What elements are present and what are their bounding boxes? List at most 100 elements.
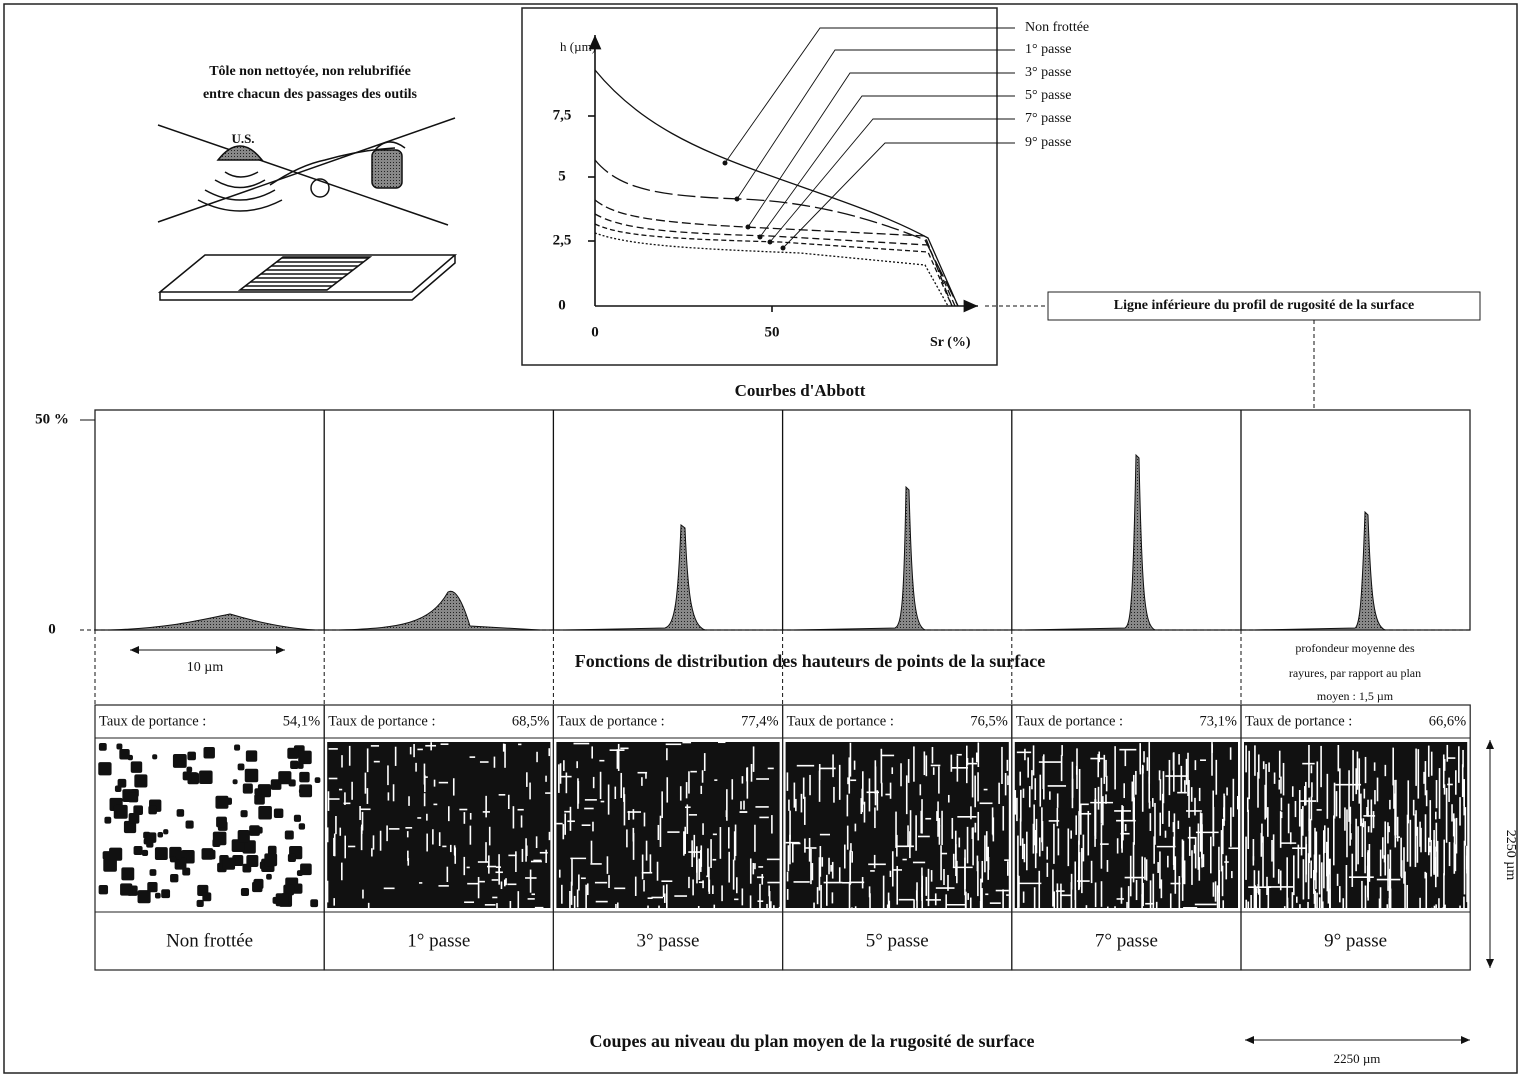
grain (215, 795, 229, 809)
y-tick-label: 0 (48, 621, 56, 637)
y-tick-label: 0 (558, 297, 566, 313)
grain (137, 890, 151, 904)
grain (242, 840, 256, 854)
grain (104, 816, 112, 824)
grain (278, 771, 292, 785)
grain (119, 749, 130, 760)
grain (152, 754, 158, 760)
grain (120, 883, 133, 896)
y-tick-label: 2,5 (553, 232, 572, 248)
panel-name: Non frottée (166, 930, 253, 951)
x-axis-label: Sr (%) (930, 335, 971, 350)
grain (174, 857, 187, 870)
grain (212, 831, 227, 846)
note: rayures, par rapport au plan (1289, 666, 1421, 680)
portance-value: 73,1% (1200, 713, 1237, 729)
grain (98, 884, 109, 895)
surface-section (326, 742, 551, 909)
grain (242, 783, 253, 794)
grain (267, 845, 277, 855)
grain (202, 892, 212, 902)
y-axis-label: h (µm) (560, 39, 596, 54)
grain (298, 750, 312, 765)
grain (109, 847, 123, 861)
caption: entre chacun des passages des outils (203, 87, 418, 102)
grain (103, 858, 117, 872)
y-tick-label: 50 % (35, 411, 69, 427)
curve-points (722, 160, 786, 251)
grain (296, 870, 303, 877)
grain (123, 820, 137, 834)
cell (1240, 704, 1471, 971)
portance-value: 76,5% (970, 713, 1007, 729)
grain (161, 889, 171, 899)
grain (134, 774, 148, 788)
grain (254, 794, 265, 805)
grain (133, 805, 143, 816)
grain (257, 784, 272, 798)
portance-label: Taux de portance : (1245, 713, 1352, 729)
surface-section (556, 741, 781, 908)
grain (310, 899, 319, 908)
surface-section (98, 742, 322, 908)
grain (300, 863, 312, 876)
portance-label: Taux de portance : (557, 713, 664, 729)
grain (245, 750, 258, 762)
grain (297, 762, 304, 769)
grain (299, 771, 310, 783)
grain (203, 747, 215, 759)
annotation: Ligne inférieure du profil de rugosité d… (1114, 298, 1414, 313)
grain (141, 849, 149, 857)
panel-name: 7° passe (1095, 930, 1158, 951)
grain (172, 754, 187, 768)
panel-name: 3° passe (636, 930, 699, 951)
portance-value: 77,4% (741, 713, 778, 729)
abbott-axes (588, 35, 978, 313)
grain (128, 792, 139, 803)
grain (176, 809, 185, 817)
grain (199, 770, 213, 785)
grain (283, 884, 295, 896)
grain (254, 788, 262, 796)
grain (121, 867, 135, 881)
x-tick-label: 50 (765, 324, 780, 340)
grain (258, 805, 272, 820)
sketch (157, 117, 458, 301)
distribution-title: Fonctions de distribution des hauteurs d… (575, 651, 1046, 671)
grain (314, 777, 321, 783)
surface-section (1244, 742, 1468, 908)
note: moyen : 1,5 µm (1317, 689, 1394, 703)
grain (234, 744, 241, 751)
grain (170, 873, 179, 883)
annotation-box (1047, 291, 1481, 321)
grain (187, 751, 196, 761)
grain (116, 743, 123, 750)
grain (266, 873, 272, 880)
grain (157, 831, 164, 838)
portance-label: Taux de portance : (328, 713, 435, 729)
grain (98, 742, 107, 751)
grain (244, 768, 259, 783)
grain (201, 848, 214, 860)
scale-label: 2250 µm (1503, 830, 1518, 881)
grain (237, 829, 250, 843)
panel-name: 1° passe (407, 930, 470, 951)
grain (231, 839, 245, 852)
abbott-box (521, 7, 998, 366)
grain (290, 760, 299, 770)
grain (128, 812, 140, 824)
grain (299, 784, 313, 798)
grain (240, 887, 250, 897)
grain (148, 805, 157, 815)
sections-title: Coupes au niveau du plan moyen de la rug… (589, 1031, 1034, 1051)
legend-label: Non frottée (1025, 20, 1089, 35)
probe-label: U.S. (231, 131, 254, 146)
grain (216, 816, 227, 828)
grain (287, 853, 296, 862)
portance-label: Taux de portance : (1016, 713, 1123, 729)
caption: Tôle non nettoyée, non relubrifiée (209, 64, 411, 79)
portance-value: 68,5% (512, 713, 549, 729)
panel-name: 9° passe (1324, 930, 1387, 951)
legend-label: 9° passe (1025, 135, 1071, 150)
